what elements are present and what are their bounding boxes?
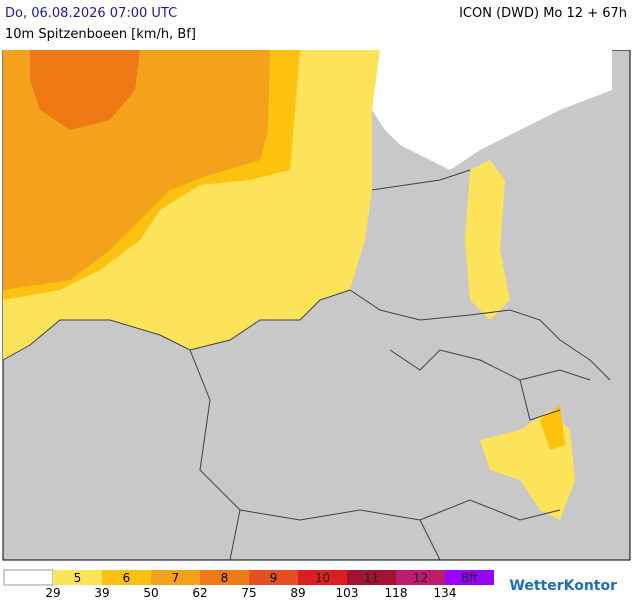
legend-box bbox=[200, 570, 249, 585]
legend-bound-label: 103 bbox=[336, 586, 359, 600]
legend-box bbox=[298, 570, 347, 585]
logo: WetterKontor bbox=[509, 578, 617, 594]
legend-bound-label: 39 bbox=[94, 586, 109, 600]
legend-class-label: 8 bbox=[221, 571, 229, 585]
legend-bound-label: 134 bbox=[434, 586, 457, 600]
legend-bound-label: 62 bbox=[192, 586, 207, 600]
parameter-title: 10m Spitzenboeen [km/h, Bf] bbox=[5, 27, 196, 42]
legend-box bbox=[445, 570, 494, 585]
legend-box bbox=[151, 570, 200, 585]
borders bbox=[2, 169, 611, 561]
legend-class-label: Bft bbox=[461, 571, 478, 585]
legend-class-label: 7 bbox=[172, 571, 180, 585]
legend-class-label: 12 bbox=[413, 571, 428, 585]
legend-box bbox=[53, 570, 102, 585]
legend-box bbox=[3, 569, 54, 586]
legend-class-label: 10 bbox=[315, 571, 330, 585]
gust-zone-6-southeast bbox=[540, 405, 565, 450]
legend-bound-label: 89 bbox=[290, 586, 305, 600]
legend-box bbox=[102, 570, 151, 585]
legend-bound-label: 50 bbox=[143, 586, 158, 600]
map bbox=[2, 50, 631, 561]
model-run: ICON (DWD) Mo 12 + 67h bbox=[459, 6, 627, 21]
legend-box bbox=[347, 570, 396, 585]
legend-bound-label: 75 bbox=[241, 586, 256, 600]
legend-bound-label: 118 bbox=[385, 586, 408, 600]
legend-class-label: 11 bbox=[364, 571, 379, 585]
legend-class-label: 5 bbox=[74, 571, 82, 585]
legend-class-label: 6 bbox=[123, 571, 131, 585]
baltic-sea bbox=[370, 50, 612, 170]
legend-box bbox=[249, 570, 298, 585]
forecast-date: Do, 06.08.2026 07:00 UTC bbox=[5, 6, 178, 21]
legend-class-label: 9 bbox=[270, 571, 278, 585]
legend-bound-label: 29 bbox=[45, 586, 60, 600]
gust-zone-5-east bbox=[465, 160, 510, 320]
gust-zone-8 bbox=[30, 50, 140, 130]
legend-box bbox=[396, 570, 445, 585]
